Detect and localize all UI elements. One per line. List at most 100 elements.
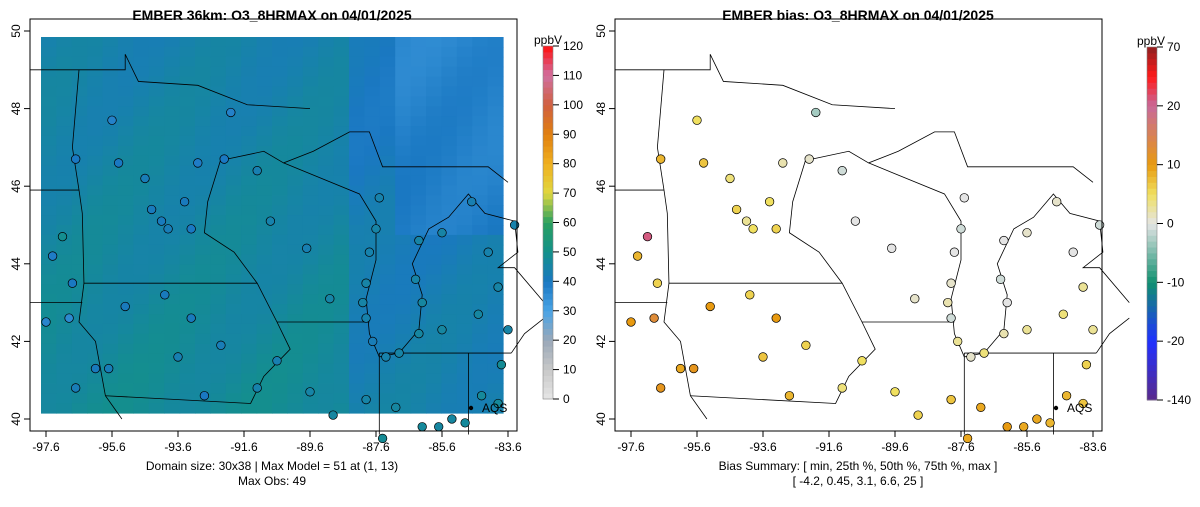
- model-cell: [102, 244, 119, 256]
- aqs-legend-label: AQS: [1067, 401, 1092, 415]
- model-cell: [441, 185, 458, 196]
- model-cell: [456, 234, 473, 246]
- model-cell: [133, 294, 150, 305]
- model-cell: [333, 294, 350, 305]
- model-cell: [164, 106, 181, 117]
- colorbar-segment: [543, 293, 553, 300]
- model-cell: [318, 205, 335, 216]
- model-cell: [102, 393, 119, 404]
- model-cell: [472, 96, 489, 107]
- model-cell: [102, 185, 119, 196]
- model-cell: [287, 304, 304, 315]
- model-cell: [318, 393, 335, 404]
- model-cell: [164, 323, 181, 335]
- colorbar-tick-label: -20: [1167, 334, 1185, 348]
- domain-summary: Domain size: 30x38 | Max Model = 51 at (…: [146, 459, 398, 473]
- model-cell: [318, 155, 335, 167]
- station-point: [219, 154, 229, 164]
- model-cell: [287, 185, 304, 196]
- model-cell: [441, 254, 458, 266]
- model-cell: [87, 205, 104, 216]
- model-cell: [472, 86, 489, 97]
- model-cell: [118, 116, 134, 127]
- model-cell: [287, 323, 304, 335]
- model-cell: [256, 225, 273, 236]
- model-cell: [241, 234, 258, 246]
- model-cell: [333, 106, 350, 117]
- model-cell: [133, 284, 150, 295]
- model-cell: [487, 323, 504, 335]
- model-cell: [241, 135, 258, 147]
- model-cell: [179, 304, 196, 315]
- model-cell: [41, 185, 57, 196]
- model-cell: [441, 403, 458, 414]
- model-cell: [164, 274, 181, 285]
- station-point: [173, 352, 183, 362]
- model-cell: [179, 86, 196, 97]
- model-cell: [164, 393, 181, 404]
- model-cell: [241, 373, 258, 384]
- model-cell: [441, 86, 458, 97]
- model-cell: [272, 165, 288, 177]
- model-cell: [148, 215, 165, 226]
- model-cell: [71, 373, 88, 384]
- model-cell: [287, 126, 304, 137]
- model-cell: [225, 185, 242, 196]
- model-cell: [395, 244, 412, 256]
- model-cell: [287, 37, 304, 48]
- model-cell: [148, 363, 165, 375]
- colorbar-segment: [543, 146, 553, 153]
- model-cell: [87, 155, 104, 167]
- colorbar-segment: [543, 240, 553, 247]
- model-cell: [472, 284, 489, 295]
- model-cell: [318, 185, 335, 196]
- model-cell: [102, 96, 119, 107]
- model-cell: [272, 106, 288, 117]
- model-cell: [41, 225, 57, 236]
- colorbar-segment: [543, 257, 553, 265]
- colorbar-segment: [543, 98, 553, 106]
- model-cell: [472, 373, 489, 384]
- model-cell: [241, 205, 258, 216]
- model-cell: [179, 333, 196, 345]
- model-cell: [118, 363, 134, 375]
- model-cell: [410, 106, 427, 117]
- model-cell: [133, 46, 150, 58]
- model-cell: [133, 373, 150, 384]
- model-cell: [71, 145, 88, 157]
- model-cell: [272, 86, 288, 97]
- model-cell: [379, 76, 396, 88]
- y-tick-label: 42: [594, 334, 608, 348]
- model-cell: [379, 185, 396, 196]
- model-cell: [179, 264, 196, 276]
- model-cell: [210, 195, 227, 206]
- station-point: [394, 348, 404, 358]
- model-cell: [148, 145, 165, 157]
- model-cell: [164, 373, 181, 384]
- model-cell: [195, 76, 211, 88]
- colorbar-segment: [543, 369, 553, 376]
- colorbar-segment: [1147, 241, 1157, 248]
- model-cell: [395, 274, 412, 285]
- model-cell: [426, 264, 442, 276]
- colorbar-segment: [1147, 364, 1157, 372]
- station-point: [1002, 297, 1012, 308]
- model-cell: [164, 66, 181, 78]
- model-cell: [179, 383, 196, 394]
- model-cell: [133, 185, 150, 196]
- model-cell: [472, 225, 489, 236]
- station-point: [328, 410, 338, 420]
- model-cell: [472, 314, 489, 325]
- model-cell: [118, 46, 134, 58]
- model-cell: [41, 333, 57, 345]
- model-cell: [118, 234, 134, 246]
- station-point: [434, 422, 444, 432]
- model-cell: [56, 363, 73, 375]
- model-cell: [179, 353, 196, 365]
- model-cell: [349, 294, 365, 305]
- model-cell: [225, 175, 242, 187]
- station-point: [689, 363, 699, 374]
- station-point: [999, 235, 1009, 246]
- model-cell: [41, 353, 57, 365]
- colorbar-segment: [1147, 52, 1157, 60]
